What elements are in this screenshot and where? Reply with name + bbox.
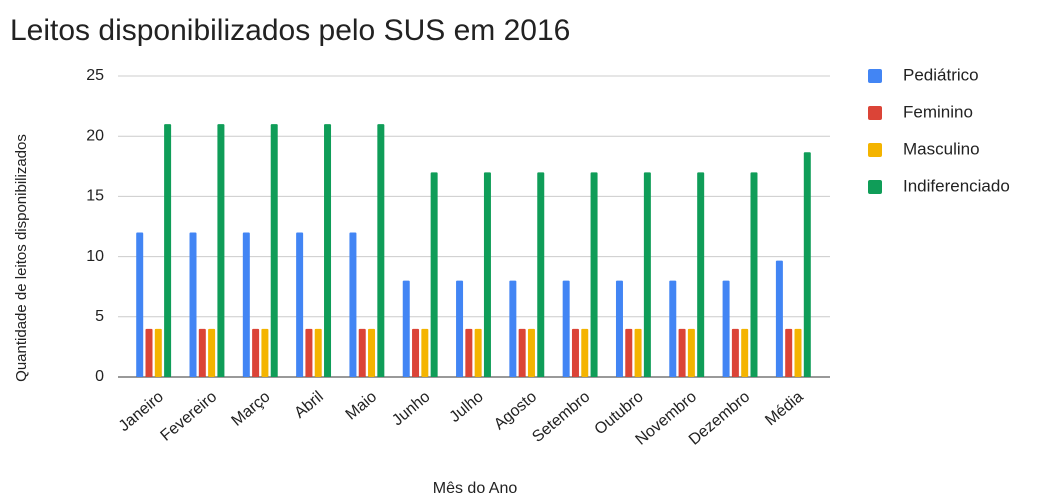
bar bbox=[349, 232, 357, 377]
bar bbox=[509, 280, 517, 377]
bar bbox=[296, 232, 304, 377]
y-tick-label: 15 bbox=[86, 188, 104, 205]
legend-label: Pediátrico bbox=[903, 65, 979, 84]
bar bbox=[164, 124, 172, 377]
bar bbox=[154, 328, 162, 377]
bar bbox=[590, 172, 598, 377]
bar bbox=[537, 172, 545, 377]
legend-swatch bbox=[868, 143, 882, 157]
bar bbox=[252, 328, 260, 377]
bar bbox=[198, 328, 206, 377]
bar bbox=[678, 328, 686, 377]
bar bbox=[208, 328, 216, 377]
legend-label: Feminino bbox=[903, 102, 973, 121]
bar bbox=[483, 172, 491, 377]
chart-title: Leitos disponibilizados pelo SUS em 2016 bbox=[10, 14, 570, 47]
bar bbox=[145, 328, 153, 377]
bar bbox=[136, 232, 144, 377]
bar bbox=[358, 328, 366, 377]
bar bbox=[741, 328, 749, 377]
x-tick-label: Janeiro bbox=[116, 388, 167, 435]
bar bbox=[643, 172, 651, 377]
legend-label: Indiferenciado bbox=[903, 176, 1010, 195]
bar bbox=[697, 172, 705, 377]
y-tick-label: 10 bbox=[86, 248, 104, 265]
bar bbox=[368, 328, 376, 377]
bar bbox=[242, 232, 250, 377]
bar bbox=[465, 328, 473, 377]
y-tick-label: 20 bbox=[86, 127, 104, 144]
bar bbox=[669, 280, 677, 377]
bar bbox=[750, 172, 758, 377]
x-tick-label: Abril bbox=[291, 388, 326, 422]
x-tick-label: Junho bbox=[389, 388, 433, 429]
bar bbox=[305, 328, 313, 377]
bar bbox=[615, 280, 623, 377]
bar bbox=[421, 328, 429, 377]
bar bbox=[270, 124, 278, 377]
bar bbox=[625, 328, 633, 377]
x-tick-label: Julho bbox=[447, 388, 487, 426]
y-axis-title: Quantidade de leitos disponibilizados bbox=[13, 134, 30, 382]
x-tick-label: Março bbox=[229, 388, 274, 430]
bar bbox=[456, 280, 464, 377]
bar bbox=[775, 260, 783, 377]
legend-swatch bbox=[868, 180, 882, 194]
legend-swatch bbox=[868, 69, 882, 83]
bar bbox=[518, 328, 526, 377]
x-tick-label: Média bbox=[762, 388, 806, 429]
bar bbox=[217, 124, 225, 377]
bar bbox=[722, 280, 730, 377]
legend-label: Masculino bbox=[903, 139, 980, 158]
bar bbox=[430, 172, 438, 377]
bar bbox=[189, 232, 197, 377]
bar bbox=[324, 124, 332, 377]
y-tick-label: 0 bbox=[95, 368, 104, 385]
bar bbox=[377, 124, 385, 377]
bar bbox=[527, 328, 535, 377]
y-tick-label: 5 bbox=[95, 308, 104, 325]
bar bbox=[803, 152, 811, 377]
bar bbox=[402, 280, 410, 377]
bar bbox=[634, 328, 642, 377]
legend-swatch bbox=[868, 106, 882, 120]
x-tick-label: Maio bbox=[343, 388, 381, 423]
x-tick-label: Fevereiro bbox=[158, 388, 221, 445]
bar bbox=[731, 328, 739, 377]
bar bbox=[687, 328, 695, 377]
x-tick-label: Setembro bbox=[529, 388, 593, 446]
y-tick-label: 25 bbox=[86, 67, 104, 84]
bar bbox=[314, 328, 322, 377]
bar bbox=[562, 280, 570, 377]
bar bbox=[571, 328, 579, 377]
bar bbox=[581, 328, 589, 377]
x-tick-label: Agosto bbox=[491, 388, 540, 433]
bar bbox=[474, 328, 482, 377]
bar bbox=[412, 328, 420, 377]
bar bbox=[794, 328, 802, 377]
bar bbox=[785, 328, 793, 377]
x-axis-title: Mês do Ano bbox=[433, 480, 518, 496]
bar bbox=[261, 328, 269, 377]
